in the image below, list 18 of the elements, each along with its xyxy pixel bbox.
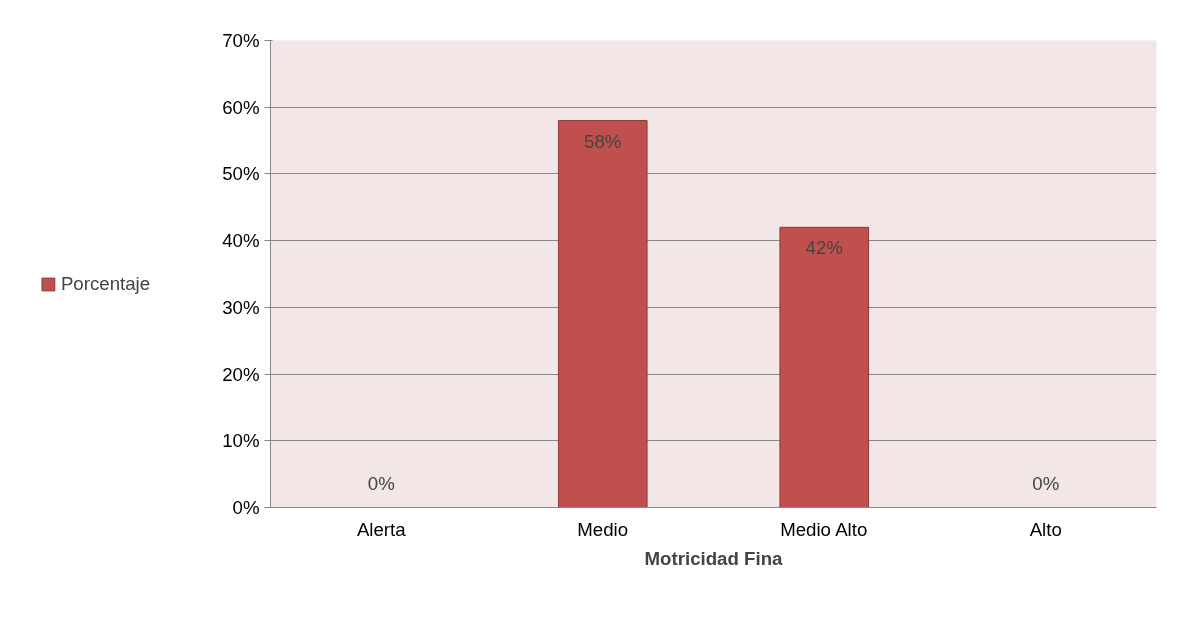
y-tick-label: 20% xyxy=(222,363,260,385)
data-label: 0% xyxy=(1032,472,1060,494)
y-tick-label: 40% xyxy=(222,230,260,252)
x-tick-label: Medio Alto xyxy=(780,518,868,540)
data-label: 58% xyxy=(584,130,622,152)
x-tick-label: Medio xyxy=(577,518,629,540)
x-tick-label: Alerta xyxy=(356,518,407,540)
y-tick-label: 30% xyxy=(222,296,260,318)
x-tick-label: Alto xyxy=(1029,518,1062,540)
legend-label: Porcentaje xyxy=(60,273,151,295)
data-label: 0% xyxy=(367,472,395,494)
y-tick-label: 50% xyxy=(222,163,260,185)
y-tick-label: 70% xyxy=(222,30,260,51)
data-label: 42% xyxy=(805,237,843,259)
y-tick-label: 10% xyxy=(222,430,260,452)
y-tick-label: 0% xyxy=(232,497,260,518)
y-tick-label: 60% xyxy=(222,96,260,118)
x-axis-title: Motricidad Fina xyxy=(644,547,784,569)
